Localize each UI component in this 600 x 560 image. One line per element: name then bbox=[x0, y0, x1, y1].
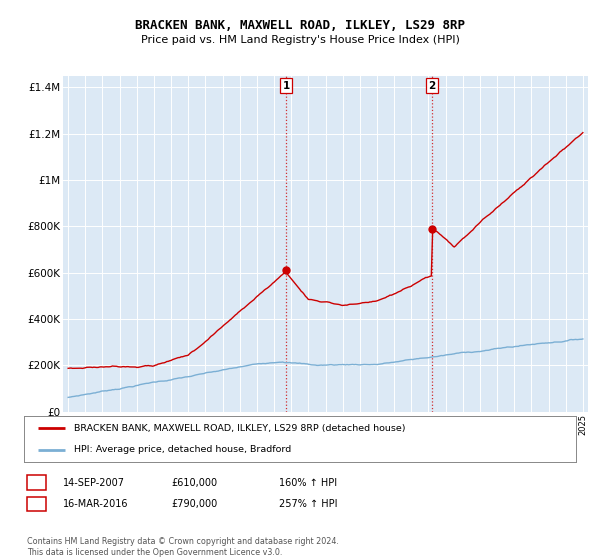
Text: 16-MAR-2016: 16-MAR-2016 bbox=[63, 499, 128, 509]
Text: BRACKEN BANK, MAXWELL ROAD, ILKLEY, LS29 8RP (detached house): BRACKEN BANK, MAXWELL ROAD, ILKLEY, LS29… bbox=[74, 424, 405, 433]
Text: Price paid vs. HM Land Registry's House Price Index (HPI): Price paid vs. HM Land Registry's House … bbox=[140, 35, 460, 45]
Text: 1: 1 bbox=[33, 478, 40, 488]
Text: Contains HM Land Registry data © Crown copyright and database right 2024.
This d: Contains HM Land Registry data © Crown c… bbox=[27, 537, 339, 557]
Text: 2: 2 bbox=[428, 81, 436, 91]
Text: 257% ↑ HPI: 257% ↑ HPI bbox=[279, 499, 337, 509]
Text: 14-SEP-2007: 14-SEP-2007 bbox=[63, 478, 125, 488]
Text: HPI: Average price, detached house, Bradford: HPI: Average price, detached house, Brad… bbox=[74, 445, 291, 454]
Text: 1: 1 bbox=[283, 81, 290, 91]
Text: £610,000: £610,000 bbox=[171, 478, 217, 488]
Text: 160% ↑ HPI: 160% ↑ HPI bbox=[279, 478, 337, 488]
Text: 2: 2 bbox=[33, 499, 40, 509]
Text: BRACKEN BANK, MAXWELL ROAD, ILKLEY, LS29 8RP: BRACKEN BANK, MAXWELL ROAD, ILKLEY, LS29… bbox=[135, 18, 465, 32]
Text: £790,000: £790,000 bbox=[171, 499, 217, 509]
